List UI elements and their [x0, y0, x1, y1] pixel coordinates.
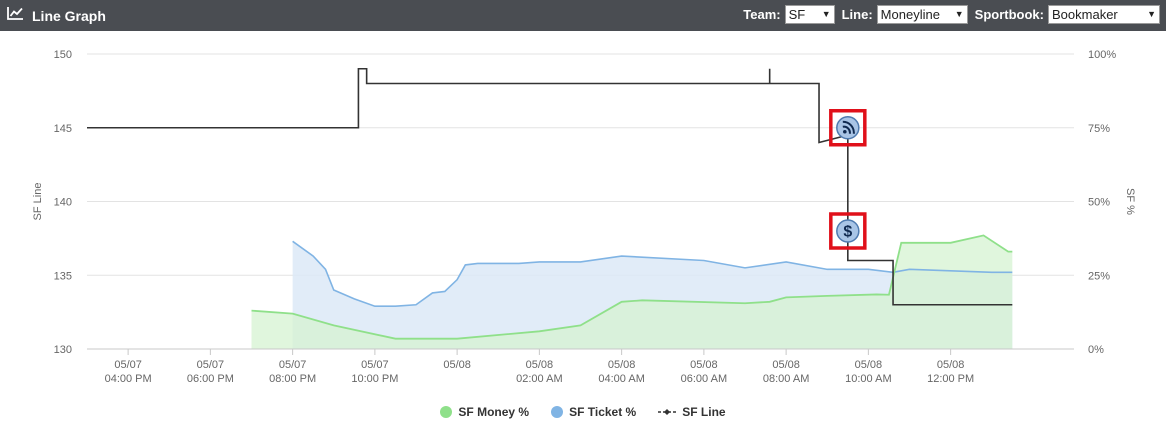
x-tick-date: 05/08 — [690, 359, 718, 371]
x-tick-time: 12:00 PM — [927, 373, 974, 385]
x-tick-date: 05/08 — [443, 359, 471, 371]
x-tick-time: 10:00 AM — [845, 373, 891, 385]
chevron-down-icon: ▼ — [821, 9, 831, 19]
page-title: Line Graph — [32, 7, 106, 24]
line-select-value: Moneyline — [880, 7, 940, 22]
x-tick-date: 05/08 — [772, 359, 800, 371]
x-tick-date: 05/08 — [855, 359, 883, 371]
left-tick-label: 130 — [54, 344, 72, 356]
left-tick-label: 150 — [54, 49, 72, 61]
legend-item-ticket[interactable]: SF Ticket % — [551, 405, 636, 419]
x-tick-time: 08:00 PM — [269, 373, 316, 385]
legend-item-money[interactable]: SF Money % — [440, 405, 529, 419]
x-tick-date: 05/07 — [197, 359, 225, 371]
team-select[interactable]: SF ▼ — [784, 5, 835, 24]
team-select-value: SF — [788, 7, 806, 22]
rss-icon — [842, 120, 855, 134]
right-tick-label: 50% — [1088, 197, 1110, 209]
sportsbook-select[interactable]: Bookmaker ▼ — [1048, 5, 1160, 24]
title-group: Line Graph — [7, 6, 106, 25]
x-tick-time: 08:00 AM — [763, 373, 809, 385]
marker-highlight-box — [829, 109, 867, 147]
left-tick-label: 145 — [54, 123, 72, 135]
legend-label-money: SF Money % — [458, 405, 530, 419]
x-tick-date: 05/08 — [937, 359, 965, 371]
team-label: Team: — [743, 7, 781, 22]
x-tick-date: 05/07 — [114, 359, 142, 371]
right-tick-label: 75% — [1088, 123, 1110, 135]
x-tick-time: 06:00 PM — [187, 373, 234, 385]
header-bar: Line Graph Team: SF ▼ Line: Moneyline ▼ … — [0, 0, 1166, 31]
x-tick-date: 05/07 — [361, 359, 389, 371]
x-tick-date: 05/08 — [608, 359, 636, 371]
legend-label-ticket: SF Ticket % — [569, 405, 637, 419]
legend-label-line: SF Line — [682, 405, 726, 419]
line-chart-icon — [7, 6, 24, 25]
left-tick-label: 140 — [54, 197, 72, 209]
chevron-down-icon: ▼ — [1147, 9, 1156, 19]
filter-controls: Team: SF ▼ Line: Moneyline ▼ Sportbook: … — [740, 5, 1160, 24]
x-tick-date: 05/08 — [526, 359, 554, 371]
money-area — [251, 235, 1013, 349]
x-tick-time: 10:00 PM — [351, 373, 398, 385]
dollar-marker-badge — [836, 219, 860, 243]
x-tick-time: 04:00 PM — [105, 373, 152, 385]
right-tick-label: 0% — [1088, 344, 1104, 356]
money-line — [251, 234, 1013, 340]
x-tick-date: 05/07 — [279, 359, 307, 371]
chevron-down-icon: ▼ — [954, 9, 964, 19]
right-tick-label: 100% — [1088, 49, 1116, 61]
sportsbook-label: Sportbook: — [974, 7, 1044, 22]
sportsbook-select-value: Bookmaker — [1052, 7, 1118, 22]
ticket-swatch — [551, 406, 564, 418]
right-tick-label: 25% — [1088, 270, 1110, 282]
left-axis-title: SF Line — [32, 183, 44, 221]
line-select[interactable]: Moneyline ▼ — [876, 5, 968, 24]
marker-highlight-box — [829, 212, 867, 250]
ticket-line — [292, 240, 1013, 308]
dollar-icon: $ — [843, 224, 852, 241]
line-label: Line: — [841, 7, 873, 22]
x-tick-time: 02:00 AM — [516, 373, 562, 385]
chart-legend: SF Money % SF Ticket % SF Line — [0, 405, 1166, 419]
sf-line — [87, 67, 1013, 306]
line-swatch-icon — [658, 409, 677, 415]
money-swatch — [440, 406, 453, 418]
right-axis-title: SF % — [1124, 188, 1136, 215]
left-tick-label: 135 — [54, 270, 72, 282]
x-tick-time: 04:00 AM — [598, 373, 644, 385]
x-tick-time: 06:00 AM — [681, 373, 727, 385]
line-graph-chart: 130 135 140 145 150 0% 25% 50% 75% 100% SF Line SF … — [32, 49, 1136, 385]
legend-item-line[interactable]: SF Line — [658, 405, 726, 419]
